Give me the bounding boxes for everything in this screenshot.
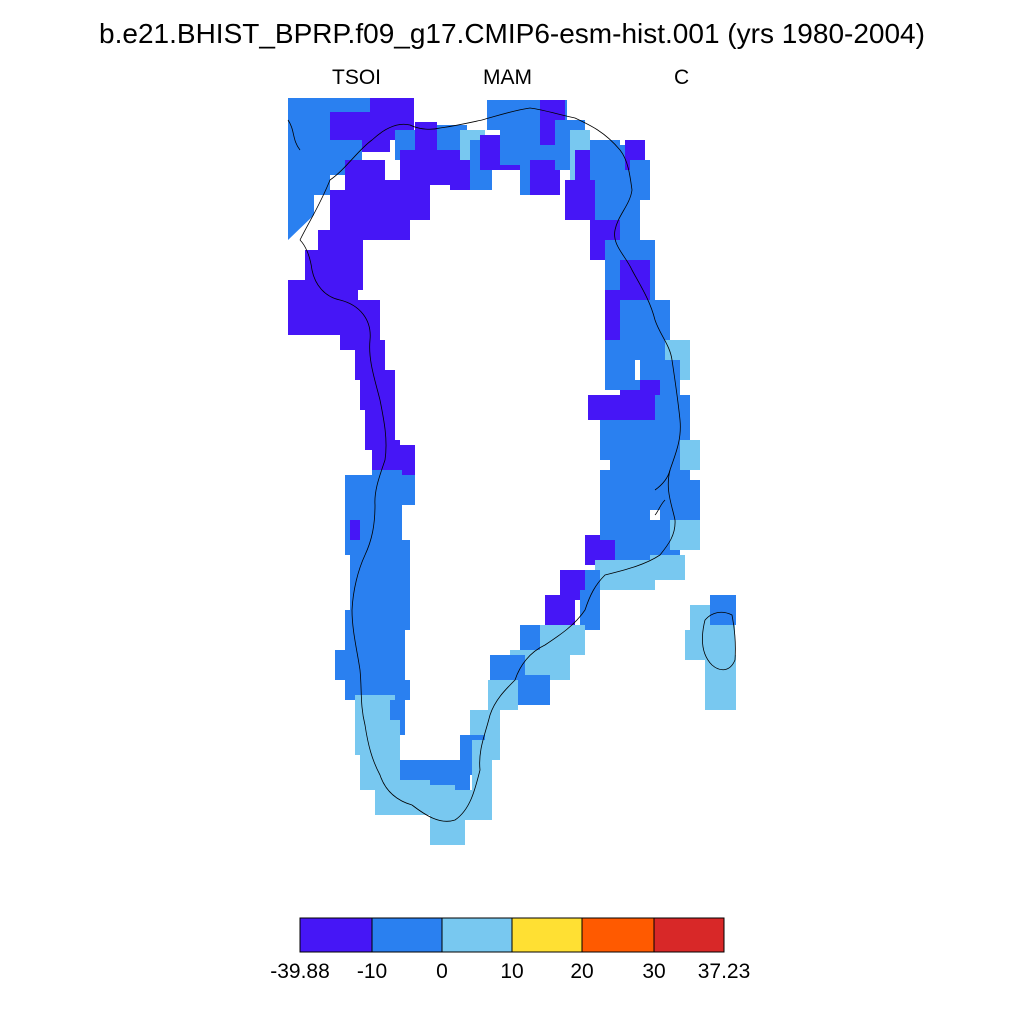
colorbar-tick-label: -10 xyxy=(356,960,388,983)
colorbar-bin xyxy=(441,917,513,953)
grid-cell xyxy=(350,520,360,550)
colorbar-tick-label: -39.88 xyxy=(270,960,330,983)
grid-cell xyxy=(650,555,685,580)
season-label: MAM xyxy=(483,66,532,89)
colorbar-tick-label: 10 xyxy=(500,960,524,983)
grid-cell xyxy=(580,590,600,630)
coastline xyxy=(654,469,671,516)
coastline xyxy=(287,119,301,151)
colorbar-bin xyxy=(299,917,373,953)
grid-cell xyxy=(588,395,623,420)
grid-cell xyxy=(585,535,600,565)
grid-cell xyxy=(430,815,465,845)
colorbar-tick-label: 30 xyxy=(642,960,666,983)
grid-cell xyxy=(515,675,550,705)
plot-title: b.e21.BHIST_BPRP.f09_g17.CMIP6-esm-hist.… xyxy=(99,18,925,49)
coastline xyxy=(299,107,633,241)
grid-cell xyxy=(565,180,595,220)
colorbar-tick-label: 37.23 xyxy=(697,960,751,983)
grid-cell xyxy=(545,595,575,625)
variable-label: TSOI xyxy=(332,66,382,89)
units-label: C xyxy=(674,66,690,89)
coastline xyxy=(701,611,736,671)
grid-cell xyxy=(705,655,736,710)
grid-cell xyxy=(520,625,540,655)
grid-cell xyxy=(395,475,415,505)
grid-cell xyxy=(488,680,518,710)
colorbar-bin xyxy=(653,917,725,953)
colorbar-bin xyxy=(511,917,583,953)
grid-cell xyxy=(375,780,430,815)
grid-cell xyxy=(710,595,736,625)
colorbar-bin xyxy=(371,917,443,953)
grid-cell xyxy=(288,98,330,240)
coastline xyxy=(411,189,681,822)
colorbar-tick-label: 20 xyxy=(570,960,594,983)
grid-cell xyxy=(355,720,400,755)
coastline xyxy=(299,239,413,806)
grid-cell xyxy=(450,160,470,190)
colorbar-tick-label: 0 xyxy=(436,960,448,983)
colorbar-bin xyxy=(581,917,655,953)
grid-cell xyxy=(680,440,700,470)
grid-cell xyxy=(660,480,700,520)
